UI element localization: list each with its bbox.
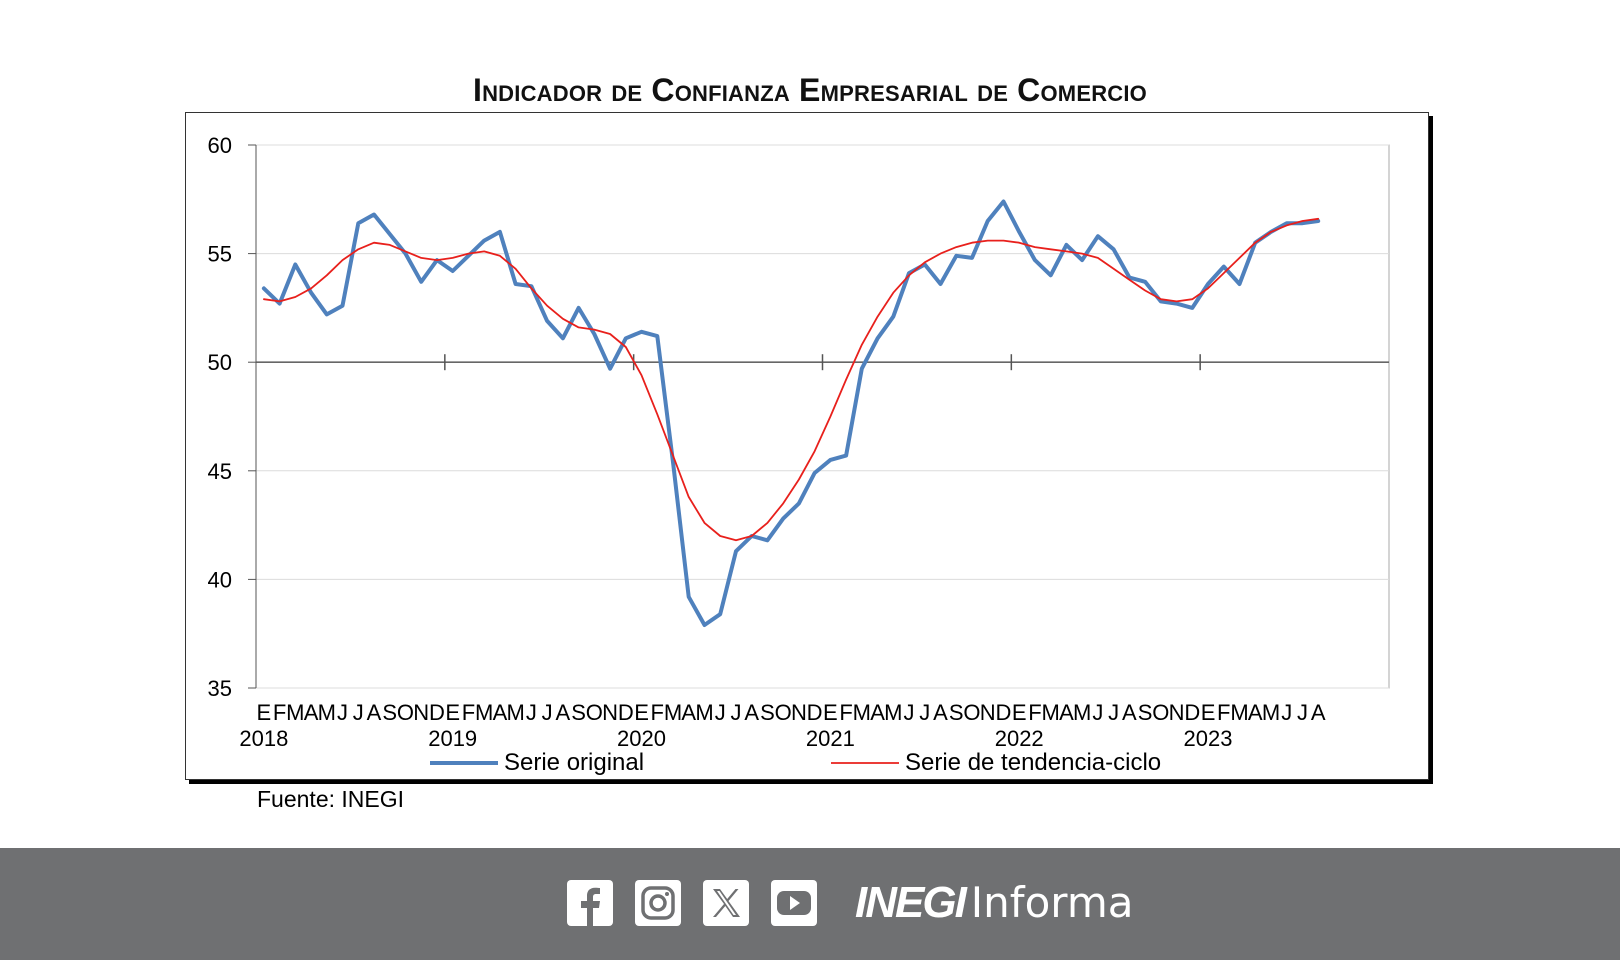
year-label: 2021 xyxy=(806,726,855,751)
year-label: 2019 xyxy=(428,726,477,751)
year-label: 2018 xyxy=(239,726,288,751)
y-tick-label: 50 xyxy=(208,350,232,375)
plot-area xyxy=(255,144,1390,689)
month-label: A xyxy=(1311,700,1326,725)
month-label: J xyxy=(542,700,553,725)
month-label: F xyxy=(1028,700,1041,725)
month-label: D xyxy=(807,700,823,725)
legend-label: Serie original xyxy=(504,749,644,776)
month-label: A xyxy=(1248,700,1263,725)
brand-suffix: Informa xyxy=(970,878,1134,927)
month-label: A xyxy=(304,700,319,725)
month-label: J xyxy=(904,700,915,725)
y-tick-label: 40 xyxy=(208,567,232,592)
month-label: E xyxy=(445,700,460,725)
month-label: M xyxy=(286,700,304,725)
month-label: J xyxy=(1281,700,1292,725)
year-label: 2023 xyxy=(1184,726,1233,751)
month-label: N xyxy=(1169,700,1185,725)
month-label: O xyxy=(775,700,792,725)
month-label: S xyxy=(571,700,586,725)
month-label: O xyxy=(397,700,414,725)
inegi-informa-logo: INEGI Informa xyxy=(855,878,1133,928)
month-label: M xyxy=(1042,700,1060,725)
month-label: E xyxy=(634,700,649,725)
month-label: A xyxy=(493,700,508,725)
year-label: 2022 xyxy=(995,726,1044,751)
month-label: E xyxy=(257,700,272,725)
month-label: J xyxy=(715,700,726,725)
month-label: N xyxy=(791,700,807,725)
month-label: S xyxy=(1138,700,1153,725)
month-label: A xyxy=(870,700,885,725)
source-note: Fuente: INEGI xyxy=(257,786,405,812)
month-label: A xyxy=(556,700,571,725)
y-tick-label: 60 xyxy=(208,133,232,158)
month-label: F xyxy=(273,700,286,725)
instagram-icon[interactable] xyxy=(635,880,681,926)
month-label: D xyxy=(429,700,445,725)
month-label: O xyxy=(586,700,603,725)
y-tick-label: 55 xyxy=(208,242,232,267)
month-label: D xyxy=(996,700,1012,725)
month-label: A xyxy=(367,700,382,725)
month-label: A xyxy=(1059,700,1074,725)
month-label: J xyxy=(1092,700,1103,725)
month-label: M xyxy=(506,700,524,725)
month-label: M xyxy=(884,700,902,725)
month-label: A xyxy=(1122,700,1137,725)
x-icon[interactable] xyxy=(703,880,749,926)
month-label: A xyxy=(681,700,696,725)
month-label: M xyxy=(853,700,871,725)
y-tick-label: 35 xyxy=(208,676,232,701)
series-line-trend xyxy=(263,217,1320,542)
month-label: A xyxy=(933,700,948,725)
month-label: J xyxy=(353,700,364,725)
month-label: M xyxy=(1230,700,1248,725)
month-label: A xyxy=(744,700,759,725)
month-label: N xyxy=(413,700,429,725)
month-label: J xyxy=(337,700,348,725)
month-label: J xyxy=(1297,700,1308,725)
month-label: O xyxy=(963,700,980,725)
month-label: M xyxy=(475,700,493,725)
month-label: J xyxy=(1108,700,1119,725)
month-label: F xyxy=(1217,700,1230,725)
month-label: E xyxy=(1201,700,1216,725)
month-label: J xyxy=(919,700,930,725)
month-label: F xyxy=(462,700,475,725)
youtube-icon[interactable] xyxy=(771,880,817,926)
month-label: S xyxy=(382,700,397,725)
month-label: J xyxy=(730,700,741,725)
chart-title: Indicador de Confianza Empresarial de Co… xyxy=(473,72,1147,108)
month-label: S xyxy=(760,700,775,725)
month-label: F xyxy=(651,700,664,725)
month-label: S xyxy=(949,700,964,725)
month-label: M xyxy=(1073,700,1091,725)
series-line-original xyxy=(261,199,1321,627)
y-tick-label: 45 xyxy=(208,459,232,484)
month-label: M xyxy=(695,700,713,725)
month-label: N xyxy=(980,700,996,725)
month-label: O xyxy=(1152,700,1169,725)
month-label: M xyxy=(318,700,336,725)
month-label: D xyxy=(1184,700,1200,725)
month-label: N xyxy=(602,700,618,725)
facebook-icon[interactable] xyxy=(567,880,613,926)
month-label: E xyxy=(1012,700,1027,725)
chart-frame: 35 40 45 50 55 60 E F M A M J J A S O N D E F M A M J J A S O N D E F M A… xyxy=(185,112,1429,780)
legend-label: Serie de tendencia-ciclo xyxy=(905,749,1161,776)
brand-name: INEGI xyxy=(855,878,967,927)
month-label: E xyxy=(823,700,838,725)
month-label: D xyxy=(618,700,634,725)
month-label: J xyxy=(526,700,537,725)
month-label: M xyxy=(664,700,682,725)
month-label: F xyxy=(839,700,852,725)
month-label: M xyxy=(1262,700,1280,725)
year-label: 2020 xyxy=(617,726,666,751)
